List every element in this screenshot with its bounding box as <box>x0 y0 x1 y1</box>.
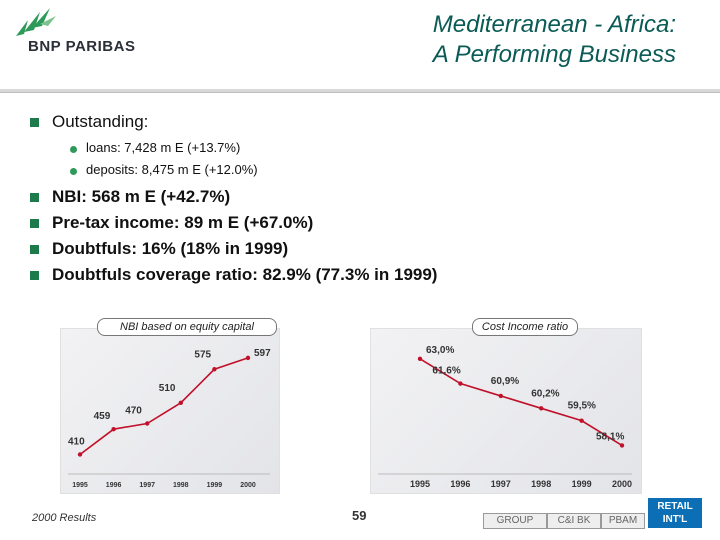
bullet-square-icon <box>30 245 39 254</box>
nav-pbam-button[interactable]: PBAM <box>601 513 645 529</box>
bullet-dot-icon <box>70 168 77 175</box>
x-tick-label: 1999 <box>207 482 223 489</box>
title-line-1: Mediterranean - Africa: <box>432 11 676 38</box>
data-label: 58,1% <box>596 431 624 442</box>
x-tick-label: 1996 <box>106 482 122 489</box>
data-label: 510 <box>159 383 176 394</box>
bullet-pretax-income: Pre-tax income: 89 m E (+67.0%) <box>52 213 314 232</box>
x-tick-label: 1999 <box>572 479 592 489</box>
bullet-square-icon <box>30 271 39 280</box>
cost-income-chart-panel <box>370 328 642 494</box>
series-line <box>79 357 249 456</box>
nav-cib-button[interactable]: C&I BK <box>547 513 601 529</box>
data-label: 60,2% <box>531 388 559 399</box>
header-divider-shadow <box>0 92 720 93</box>
title-line-2: A Performing Business <box>432 41 676 68</box>
data-point <box>539 406 544 411</box>
data-label: 63,0% <box>426 345 454 356</box>
bullet-square-icon <box>30 219 39 228</box>
bullet-nbi: NBI: 568 m E (+42.7%) <box>52 187 231 206</box>
data-point <box>111 426 116 432</box>
sub-bullet-loans: loans: 7,428 m E (+13.7%) <box>86 140 241 155</box>
data-point <box>178 400 183 406</box>
data-point <box>145 421 150 426</box>
nbi-chart-panel <box>60 328 280 494</box>
bullet-dot-icon <box>70 146 77 153</box>
page-title: Mediterranean - Africa: A Performing Bus… <box>433 10 676 70</box>
data-point <box>579 418 584 423</box>
bullet-coverage-ratio: Doubtfuls coverage ratio: 82.9% (77.3% i… <box>52 265 438 284</box>
nbi-chart-title: NBI based on equity capital <box>97 318 277 336</box>
data-point <box>245 355 251 361</box>
data-label: 410 <box>68 437 85 448</box>
bullet-square-icon <box>30 118 39 127</box>
x-tick-label: 2000 <box>612 479 632 489</box>
nav-retail-intl-button[interactable]: RETAIL INT'L <box>648 498 702 528</box>
x-tick-label: 1996 <box>450 479 470 489</box>
bullet-square-icon <box>30 193 39 202</box>
cost-income-chart: 63,0% 1995 61,6% 1996 60,9% 1997 60,2% 1998 59,5… <box>378 345 632 489</box>
data-point <box>77 452 83 457</box>
sub-bullet-deposits: deposits: 8,475 m E (+12.0%) <box>86 162 258 177</box>
data-point <box>458 381 463 386</box>
page-number: 59 <box>352 508 367 523</box>
data-point <box>212 367 217 372</box>
data-label: 59,5% <box>568 401 596 412</box>
bnp-paribas-logo: BNP PARIBAS <box>6 6 146 76</box>
bullet-outstanding: Outstanding: <box>52 112 149 131</box>
x-tick-label: 1995 <box>72 482 88 489</box>
data-label: 60,9% <box>491 376 519 387</box>
nav-group-button[interactable]: GROUP <box>483 513 547 529</box>
data-label: 61,6% <box>432 366 460 377</box>
bullet-doubtfuls: Doubtfuls: 16% (18% in 1999) <box>52 239 289 258</box>
header-divider <box>0 89 720 92</box>
x-tick-label: 2000 <box>240 482 256 489</box>
series-line <box>419 358 623 447</box>
x-tick-label: 1997 <box>139 482 155 489</box>
x-tick-label: 1998 <box>173 482 189 489</box>
data-label: 470 <box>125 406 142 417</box>
x-tick-label: 1997 <box>491 479 511 489</box>
intl-label: INT'L <box>662 514 688 525</box>
data-label: 459 <box>94 411 111 422</box>
data-label: 597 <box>254 348 271 359</box>
retail-label: RETAIL <box>657 501 693 512</box>
x-tick-label: 1998 <box>531 479 551 489</box>
data-point <box>619 443 625 448</box>
data-point <box>498 393 503 399</box>
cost-income-chart-title: Cost Income ratio <box>472 318 578 336</box>
data-point <box>417 356 423 362</box>
nbi-chart: 410 1995 459 1996 470 1997 510 1998 575 1999 597 20… <box>68 348 271 489</box>
footer-results-label: 2000 Results <box>32 512 97 524</box>
x-tick-label: 1995 <box>410 479 430 489</box>
stars-birds-icon <box>16 8 56 36</box>
brand-name: BNP PARIBAS <box>28 38 136 55</box>
data-label: 575 <box>194 349 211 360</box>
